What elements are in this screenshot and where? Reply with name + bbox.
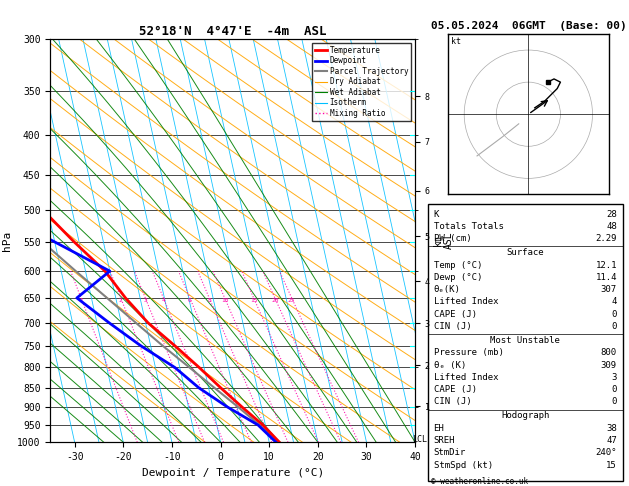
Text: 25: 25 [288,298,296,303]
Legend: Temperature, Dewpoint, Parcel Trajectory, Dry Adiabat, Wet Adiabat, Isotherm, Mi: Temperature, Dewpoint, Parcel Trajectory… [312,43,411,121]
Text: © weatheronline.co.uk: © weatheronline.co.uk [431,477,528,486]
Text: 0: 0 [611,398,617,406]
Text: 15: 15 [250,298,257,303]
Text: 0: 0 [611,310,617,319]
Text: 800: 800 [601,348,617,357]
Y-axis label: hPa: hPa [1,230,11,251]
Text: CAPE (J): CAPE (J) [433,385,477,394]
Text: 12.1: 12.1 [596,260,617,270]
Text: 307: 307 [601,285,617,294]
Text: 20: 20 [271,298,279,303]
Text: PW (cm): PW (cm) [433,234,471,243]
Text: θₑ (K): θₑ (K) [433,361,466,369]
Text: Totals Totals: Totals Totals [433,222,503,231]
Text: CIN (J): CIN (J) [433,398,471,406]
Text: 48: 48 [606,222,617,231]
Text: 0: 0 [611,322,617,331]
Text: Surface: Surface [506,248,544,257]
Text: CIN (J): CIN (J) [433,322,471,331]
Text: Pressure (mb): Pressure (mb) [433,348,503,357]
Text: Dewp (°C): Dewp (°C) [433,273,482,282]
Text: Hodograph: Hodograph [501,412,549,420]
Text: 2.29: 2.29 [596,234,617,243]
Text: 0: 0 [611,385,617,394]
Text: K: K [433,209,439,219]
Text: CAPE (J): CAPE (J) [433,310,477,319]
Text: 4: 4 [611,297,617,306]
Text: Lifted Index: Lifted Index [433,373,498,382]
Text: 11.4: 11.4 [596,273,617,282]
Text: EH: EH [433,424,444,433]
Text: 6: 6 [188,298,192,303]
Text: LCL: LCL [412,435,427,444]
Text: Mixing Ratio (g/kg): Mixing Ratio (g/kg) [440,254,449,348]
Text: kt: kt [452,37,462,46]
Text: SREH: SREH [433,436,455,445]
X-axis label: Dewpoint / Temperature (°C): Dewpoint / Temperature (°C) [142,468,324,478]
Text: 10: 10 [221,298,228,303]
Text: 3: 3 [611,373,617,382]
Y-axis label: km
ASL: km ASL [433,232,454,249]
Text: 3: 3 [143,298,147,303]
Text: 309: 309 [601,361,617,369]
Text: 38: 38 [606,424,617,433]
Text: Lifted Index: Lifted Index [433,297,498,306]
Text: StmDir: StmDir [433,448,466,457]
Text: 15: 15 [606,461,617,469]
Text: 8: 8 [208,298,211,303]
Text: StmSpd (kt): StmSpd (kt) [433,461,493,469]
Text: 1: 1 [79,298,83,303]
Text: 47: 47 [606,436,617,445]
Text: θₑ(K): θₑ(K) [433,285,460,294]
Text: 2: 2 [119,298,123,303]
Text: 05.05.2024  06GMT  (Base: 00): 05.05.2024 06GMT (Base: 00) [431,21,626,31]
Text: 240°: 240° [596,448,617,457]
Title: 52°18'N  4°47'E  -4m  ASL: 52°18'N 4°47'E -4m ASL [139,25,326,38]
Text: Temp (°C): Temp (°C) [433,260,482,270]
Text: 28: 28 [606,209,617,219]
Text: Most Unstable: Most Unstable [490,336,560,345]
Text: 4: 4 [162,298,165,303]
